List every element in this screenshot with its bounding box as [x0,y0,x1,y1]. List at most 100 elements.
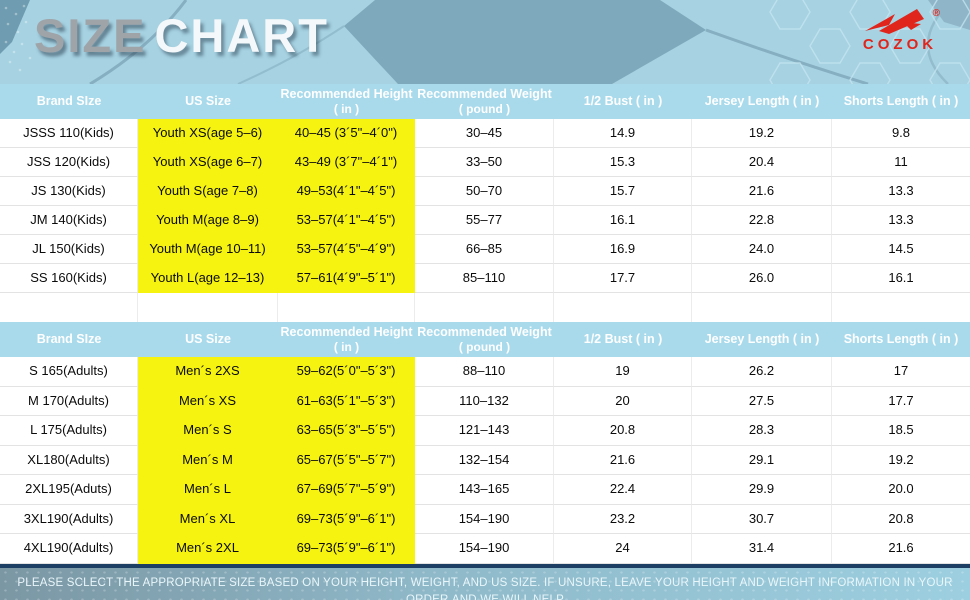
cell-recommended-height: 40–45 (3´5"–4´0") [278,119,415,148]
cell-us-size: Men´s S [138,416,278,446]
cell-us-size: Youth L(age 12–13) [138,264,278,293]
cell-us-size: Youth XS(age 6–7) [138,148,278,177]
cell-recommended-weight: 110–132 [415,386,554,416]
brand-logo: ® COZOK [854,8,946,53]
cell-us-size: Men´s 2XL [138,534,278,564]
cell-brand-size: JM 140(Kids) [0,206,138,235]
cell-brand-size: JSSS 110(Kids) [0,119,138,148]
cell-half-bust: 24 [554,534,692,564]
cell-jersey-length: 27.5 [692,386,832,416]
cell-half-bust: 22.4 [554,475,692,505]
cell-recommended-weight: 66–85 [415,235,554,264]
size-table-adults: Brand SIze US Size Recommended Height( i… [0,322,970,564]
cell-us-size: Men´s XL [138,504,278,534]
title-word-size: SIZE [34,9,147,62]
cell-us-size: Men´s XS [138,386,278,416]
title-word-chart: CHART [154,9,329,62]
cell-shorts-length: 13.3 [832,177,970,206]
cell-recommended-height: 69–73(5´9"–6´1") [278,534,415,564]
hero-banner: SIZE CHART ® COZOK [0,0,970,84]
cell-brand-size: JL 150(Kids) [0,235,138,264]
cell-recommended-weight: 33–50 [415,148,554,177]
table-row: JL 150(Kids) Youth M(age 10–11) 53–57(4´… [0,235,970,264]
table-row: S 165(Adults) Men´s 2XS 59–62(5´0"–5´3")… [0,357,970,387]
cell-brand-size: JS 130(Kids) [0,177,138,206]
table-row: SS 160(Kids) Youth L(age 12–13) 57–61(4´… [0,264,970,293]
cell-us-size: Youth M(age 8–9) [138,206,278,235]
cell-shorts-length: 9.8 [832,119,970,148]
cell-half-bust: 14.9 [554,119,692,148]
header-recommended-weight: Recommended Weight( pound ) [415,322,554,357]
table-row: JSSS 110(Kids) Youth XS(age 5–6) 40–45 (… [0,119,970,148]
cell-recommended-height: 67–69(5´7"–5´9") [278,475,415,505]
cell-recommended-weight: 30–45 [415,119,554,148]
cell-jersey-length: 19.2 [692,119,832,148]
cell-shorts-length: 17.7 [832,386,970,416]
header-brand-size: Brand SIze [0,322,138,357]
cell-recommended-height: 61–63(5´1"–5´3") [278,386,415,416]
header-recommended-height: Recommended Height( in ) [278,322,415,357]
cell-recommended-height: 43–49 (3´7"–4´1") [278,148,415,177]
cell-recommended-weight: 50–70 [415,177,554,206]
cell-recommended-height: 65–67(5´5"–5´7") [278,445,415,475]
cell-half-bust: 23.2 [554,504,692,534]
cell-jersey-length: 24.0 [692,235,832,264]
cell-brand-size: S 165(Adults) [0,357,138,387]
cell-half-bust: 19 [554,357,692,387]
cell-us-size: Men´s L [138,475,278,505]
cell-recommended-height: 57–61(4´9"–5´1") [278,264,415,293]
header-shorts-length: Shorts Length ( in ) [832,322,970,357]
logo-swoosh-icon [865,9,924,34]
registered-mark: ® [932,8,940,19]
footer-line-1: PLEASE SCLECT THE APPROPRIATE SIZE BASED… [17,576,953,600]
soccer-ball-decoration-icon [0,0,970,84]
cell-recommended-height: 63–65(5´3"–5´5") [278,416,415,446]
cell-jersey-length: 26.2 [692,357,832,387]
table-header-row: Brand SIze US Size Recommended Height( i… [0,322,970,357]
table-row: JS 130(Kids) Youth S(age 7–8) 49–53(4´1"… [0,177,970,206]
cell-half-bust: 21.6 [554,445,692,475]
header-shorts-length: Shorts Length ( in ) [832,84,970,119]
cell-brand-size: L 175(Adults) [0,416,138,446]
cell-shorts-length: 20.0 [832,475,970,505]
cell-jersey-length: 26.0 [692,264,832,293]
cell-half-bust: 17.7 [554,264,692,293]
cell-recommended-height: 49–53(4´1"–4´5") [278,177,415,206]
header-jersey-length: Jersey Length ( in ) [692,84,832,119]
page-title: SIZE CHART [34,12,329,59]
table-row: JM 140(Kids) Youth M(age 8–9) 53–57(4´1"… [0,206,970,235]
cell-shorts-length: 20.8 [832,504,970,534]
table-row: 4XL190(Adults) Men´s 2XL 69–73(5´9"–6´1"… [0,534,970,564]
cell-shorts-length: 19.2 [832,445,970,475]
brand-name: COZOK [862,36,938,53]
table-row: L 175(Adults) Men´s S 63–65(5´3"–5´5") 1… [0,416,970,446]
cell-jersey-length: 22.8 [692,206,832,235]
cell-recommended-weight: 121–143 [415,416,554,446]
cell-half-bust: 15.7 [554,177,692,206]
cell-shorts-length: 17 [832,357,970,387]
table-row: M 170(Adults) Men´s XS 61–63(5´1"–5´3") … [0,386,970,416]
header-jersey-length: Jersey Length ( in ) [692,322,832,357]
cell-brand-size: 4XL190(Adults) [0,534,138,564]
spacer-row [0,293,970,322]
cell-jersey-length: 29.1 [692,445,832,475]
cell-shorts-length: 13.3 [832,206,970,235]
header-half-bust: 1/2 Bust ( in ) [554,84,692,119]
size-table-kids: Brand SIze US Size Recommended Height( i… [0,84,970,322]
cell-jersey-length: 31.4 [692,534,832,564]
cell-recommended-height: 53–57(4´1"–4´5") [278,206,415,235]
footer-note: PLEASE SCLECT THE APPROPRIATE SIZE BASED… [0,567,970,600]
header-brand-size: Brand SIze [0,84,138,119]
header-us-size: US Size [138,322,278,357]
cell-recommended-weight: 88–110 [415,357,554,387]
cell-shorts-length: 21.6 [832,534,970,564]
cell-us-size: Men´s 2XS [138,357,278,387]
table-row: 2XL195(Aduts) Men´s L 67–69(5´7"–5´9") 1… [0,475,970,505]
cell-jersey-length: 29.9 [692,475,832,505]
cell-half-bust: 15.3 [554,148,692,177]
cell-brand-size: SS 160(Kids) [0,264,138,293]
cell-recommended-weight: 132–154 [415,445,554,475]
cell-us-size: Youth XS(age 5–6) [138,119,278,148]
cell-recommended-weight: 154–190 [415,504,554,534]
